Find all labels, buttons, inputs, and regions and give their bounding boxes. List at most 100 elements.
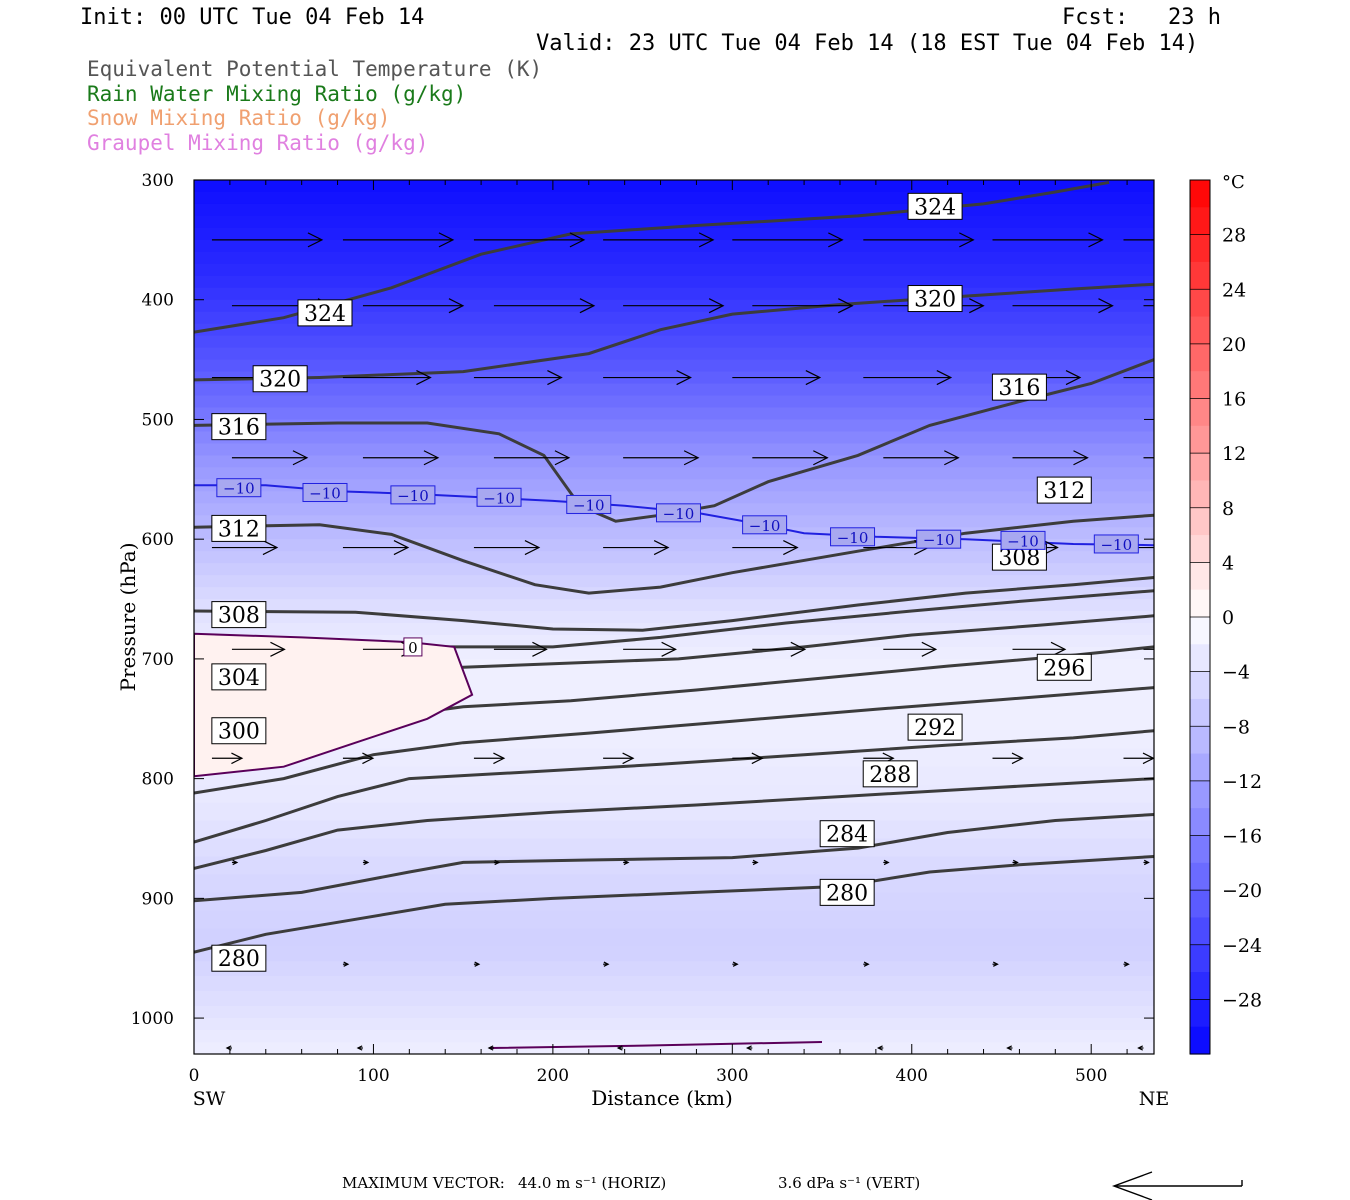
wind-vector bbox=[342, 232, 455, 248]
temperature-band bbox=[194, 227, 1154, 241]
colorbar-segment bbox=[1190, 999, 1210, 1028]
temperature-label-box bbox=[830, 527, 876, 547]
temperature-band bbox=[194, 251, 1154, 265]
wind-vector-head bbox=[732, 961, 739, 967]
theta-e-contour-308 bbox=[194, 576, 1154, 632]
colorbar-segment bbox=[1190, 480, 1210, 509]
wind-vector bbox=[342, 961, 350, 967]
wind-vector bbox=[992, 961, 999, 967]
colorbar-segment bbox=[1190, 316, 1210, 345]
colorbar-tick-label: 20 bbox=[1222, 334, 1246, 356]
wind-vector bbox=[342, 540, 410, 556]
wind-vector bbox=[342, 752, 375, 765]
theta-e-label-text: 284 bbox=[826, 823, 868, 848]
temperature-label: −10 bbox=[830, 527, 876, 547]
wind-vector-head bbox=[1098, 298, 1114, 314]
x-tick-label: 100 bbox=[357, 1066, 389, 1086]
wind-vector bbox=[493, 450, 571, 466]
wind-vector-head bbox=[936, 370, 953, 386]
wind-vector-head bbox=[1065, 370, 1082, 386]
wind-vector-head bbox=[524, 540, 541, 556]
theta-e-label-box bbox=[211, 717, 267, 745]
wind-vector bbox=[473, 370, 563, 386]
wind-vector-head bbox=[623, 859, 630, 866]
colorbar-tick-label: 28 bbox=[1222, 225, 1246, 247]
wind-vector bbox=[732, 540, 799, 556]
theta-e-label-box bbox=[991, 373, 1047, 401]
temperature-label: −10 bbox=[476, 487, 522, 507]
theta-e-label-text: 300 bbox=[218, 720, 260, 745]
temperature-band bbox=[194, 455, 1154, 469]
wind-vector-head bbox=[262, 540, 279, 556]
wind-vector-head bbox=[1174, 541, 1188, 555]
theta-e-label-text: 324 bbox=[304, 302, 346, 327]
theta-e-label-box bbox=[211, 413, 267, 441]
wind-vector-head bbox=[838, 298, 854, 314]
x-tick-label: 0 bbox=[189, 1066, 200, 1086]
theta-e-label-text: 296 bbox=[1043, 656, 1085, 681]
theta-e-label-box bbox=[1036, 476, 1092, 504]
temperature-band bbox=[194, 1042, 1154, 1054]
wind-vector-head bbox=[616, 1045, 623, 1051]
theta-e-label-text: 312 bbox=[218, 517, 260, 542]
wind-vector bbox=[1123, 239, 1154, 241]
wind-vector-head bbox=[487, 1045, 494, 1051]
wind-vector-head bbox=[448, 298, 465, 314]
wind-vector-head bbox=[423, 450, 440, 466]
theta-e-label: 304 bbox=[211, 663, 267, 691]
x-end-label-left: SW bbox=[193, 1088, 226, 1110]
theta-e-label: 312 bbox=[211, 514, 267, 542]
legend-theta-e: Equivalent Potential Temperature (K) bbox=[87, 57, 543, 81]
wind-vector bbox=[211, 752, 244, 765]
wind-vector bbox=[1143, 648, 1154, 650]
temperature-label-text: −10 bbox=[483, 489, 515, 507]
wind-vector bbox=[1012, 859, 1019, 866]
wind-vector bbox=[493, 298, 596, 314]
wind-vector-head bbox=[343, 961, 350, 967]
wind-vector-head bbox=[1143, 859, 1150, 866]
wind-vector-head bbox=[828, 232, 844, 248]
theta-e-label-text: 288 bbox=[869, 763, 911, 788]
temperature-band bbox=[194, 874, 1154, 894]
colorbar-tick-label: −12 bbox=[1222, 771, 1262, 793]
y-tick-label: 600 bbox=[142, 530, 174, 550]
wind-vector bbox=[623, 450, 700, 466]
wind-vector-head bbox=[1088, 232, 1104, 248]
temperature-band bbox=[194, 443, 1154, 457]
theta-e-label-text: 320 bbox=[914, 288, 956, 313]
wind-vector-head bbox=[863, 961, 870, 967]
wind-vector bbox=[883, 859, 890, 866]
temperature-band bbox=[194, 820, 1154, 840]
wind-vector-head bbox=[969, 298, 985, 314]
wind-vector-head bbox=[676, 370, 692, 386]
wind-vector-head bbox=[876, 1045, 883, 1051]
temperature-label: −10 bbox=[1000, 530, 1046, 550]
x-end-label-right: NE bbox=[1139, 1088, 1170, 1110]
theta-e-label: 312 bbox=[1036, 476, 1092, 504]
theta-e-label: 316 bbox=[211, 413, 267, 441]
wind-vector bbox=[362, 450, 440, 466]
temperature-label-box bbox=[566, 494, 612, 514]
legend-graupel: Graupel Mixing Ratio (g/kg) bbox=[87, 131, 429, 155]
colorbar-tick-label: −4 bbox=[1222, 662, 1250, 684]
colorbar: 28 24 20 16 12 8 4 0 −4 −8 −12 −16 −20 −24 −28 bbox=[1189, 179, 1262, 1055]
theta-e-label-box bbox=[211, 944, 267, 972]
temperature-band bbox=[194, 766, 1154, 786]
temperature-label-box bbox=[403, 637, 423, 657]
temperature-band bbox=[194, 976, 1154, 993]
wind-vector bbox=[473, 232, 586, 248]
theta-e-label: 296 bbox=[1036, 653, 1092, 681]
x-tick-label: 500 bbox=[1075, 1066, 1107, 1086]
x-tick-label: 300 bbox=[716, 1066, 748, 1086]
theta-e-label-text: 324 bbox=[914, 195, 956, 220]
temperature-band bbox=[194, 180, 1154, 193]
temperature-band bbox=[194, 622, 1154, 636]
temperature-label-text: −10 bbox=[309, 484, 341, 502]
colorbar-segment bbox=[1190, 972, 1210, 1000]
temperature-band bbox=[194, 323, 1154, 337]
wind-vector-head bbox=[232, 859, 239, 866]
wind-vector bbox=[623, 298, 725, 314]
colorbar-segment bbox=[1190, 890, 1210, 919]
wind-vector bbox=[231, 859, 239, 866]
